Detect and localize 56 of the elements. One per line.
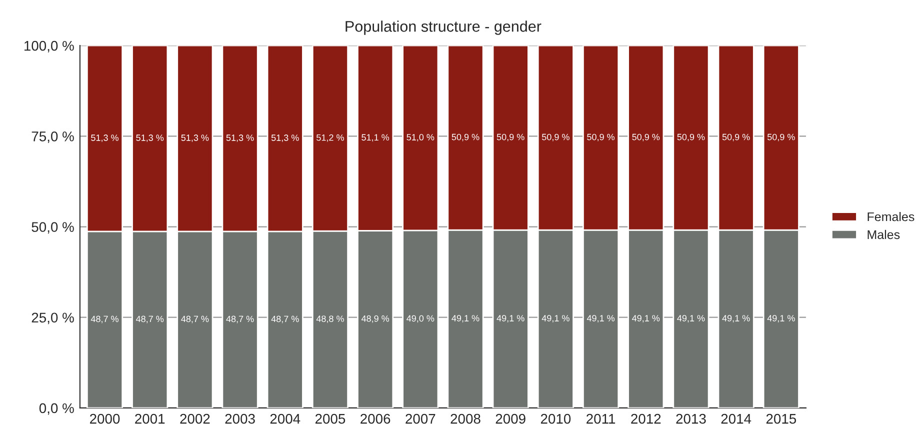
x-tick-label: 2009 xyxy=(496,414,526,424)
data-label: 48,7 % xyxy=(226,316,254,324)
x-tick-label: 2005 xyxy=(315,414,346,424)
x-tick-label: 2000 xyxy=(90,414,120,424)
data-label: 49,1 % xyxy=(677,315,705,322)
data-label: 49,1 % xyxy=(767,315,795,322)
data-label: 49,1 % xyxy=(496,315,524,322)
data-label: 51,0 % xyxy=(406,134,434,142)
data-label: 48,9 % xyxy=(361,315,390,323)
data-label: 49,1 % xyxy=(542,315,570,322)
data-label: 48,8 % xyxy=(316,316,344,324)
data-label: 51,3 % xyxy=(136,134,164,142)
data-label: 51,3 % xyxy=(226,134,254,142)
data-label: 50,9 % xyxy=(542,134,570,142)
data-label: 49,1 % xyxy=(632,315,660,322)
data-label: 50,9 % xyxy=(722,134,750,142)
legend-label: Males xyxy=(868,230,900,240)
data-label: 50,9 % xyxy=(767,134,795,142)
x-tick-label: 2007 xyxy=(406,414,436,424)
data-label: 48,7 % xyxy=(90,316,118,324)
x-tick-label: 2014 xyxy=(721,414,752,424)
data-label: 49,1 % xyxy=(452,315,480,322)
x-tick-label: 2013 xyxy=(676,414,706,424)
x-tick-label: 2002 xyxy=(180,414,210,424)
x-tick-label: 2011 xyxy=(586,414,616,424)
data-label: 50,9 % xyxy=(452,134,480,142)
x-tick-label: 2008 xyxy=(450,414,480,424)
data-label: 51,3 % xyxy=(181,134,209,142)
data-label: 48,7 % xyxy=(181,316,209,324)
data-label: 50,9 % xyxy=(677,134,705,142)
data-label: 51,3 % xyxy=(91,134,118,142)
data-label: 49,1 % xyxy=(586,315,615,322)
x-tick-label: 2001 xyxy=(135,414,165,424)
x-tick-label: 2012 xyxy=(631,414,661,424)
data-label: 51,1 % xyxy=(362,134,390,142)
y-tick-label: 50,0 % xyxy=(32,222,74,234)
data-label: 50,9 % xyxy=(632,134,660,142)
data-label: 49,0 % xyxy=(406,315,434,323)
data-label: 48,7 % xyxy=(271,316,299,324)
y-tick-label: 100,0 % xyxy=(24,40,74,52)
x-tick-label: 2006 xyxy=(360,414,390,424)
data-label: 50,9 % xyxy=(496,134,524,142)
data-label: 51,3 % xyxy=(271,134,299,142)
x-tick-label: 2004 xyxy=(270,414,300,424)
data-label: 50,9 % xyxy=(587,134,615,142)
x-tick-label: 2015 xyxy=(766,414,796,424)
y-tick-label: 0,0 % xyxy=(39,403,74,415)
x-tick-label: 2003 xyxy=(225,414,255,424)
legend-label: Females xyxy=(868,212,914,222)
x-tick-label: 2010 xyxy=(540,414,571,424)
chart-title: Population structure - gender xyxy=(346,20,542,35)
data-label: 48,7 % xyxy=(136,316,164,324)
y-tick-label: 75,0 % xyxy=(32,132,74,143)
data-label: 49,1 % xyxy=(722,315,750,322)
data-label: 51,2 % xyxy=(316,134,344,142)
y-tick-label: 25,0 % xyxy=(32,312,74,324)
